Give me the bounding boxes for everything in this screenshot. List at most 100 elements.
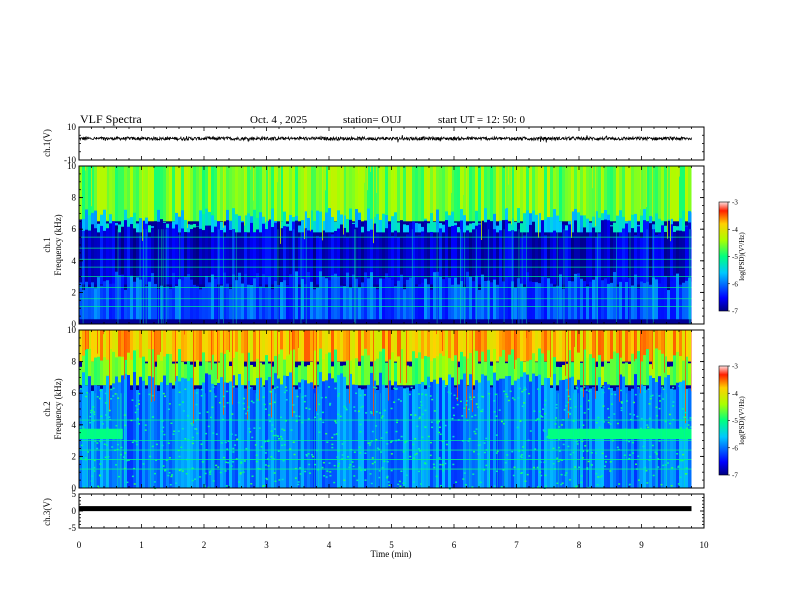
spectrogram-cell — [127, 352, 130, 386]
spectrogram-cell — [661, 225, 664, 285]
spectrogram-streak — [457, 330, 458, 402]
spectrogram-cell — [643, 283, 646, 320]
spectrogram-noise — [110, 398, 113, 400]
spectrogram-noise — [536, 466, 539, 469]
spectrogram-cell — [346, 272, 349, 320]
spectrogram-cell — [526, 374, 529, 488]
spectrogram-cell — [349, 166, 352, 222]
spectrogram-noise — [85, 395, 88, 398]
spectrogram-noise — [100, 415, 103, 417]
spectrogram-noise — [163, 395, 166, 398]
spectrogram-cell — [247, 284, 250, 320]
spectrogram-noise — [421, 413, 424, 416]
spectrogram-streak — [634, 330, 635, 362]
spectrogram-cell — [517, 208, 520, 233]
spectrogram-cell — [427, 166, 430, 222]
spectrogram-noise — [283, 391, 286, 394]
spectrogram-cell — [310, 229, 313, 285]
spectrogram-cell — [220, 330, 223, 362]
spectrogram-cell — [580, 330, 583, 362]
spectrogram-noise — [351, 461, 354, 463]
spectrogram-cell — [448, 330, 451, 362]
spectrogram-streak — [442, 330, 443, 351]
spectrogram-cell — [586, 236, 589, 285]
spectrogram-cell — [334, 273, 337, 320]
spectrogram-streak — [511, 166, 512, 225]
spectrogram-cell — [460, 330, 463, 362]
spectrogram-cell — [85, 349, 88, 386]
spectrogram-cell — [412, 221, 415, 285]
spectrogram-streak — [466, 166, 467, 221]
spectrogram-streak — [640, 330, 641, 394]
spectrogram-cell — [634, 235, 637, 285]
spectrogram-cell — [475, 350, 478, 386]
spectrogram-cell — [187, 232, 190, 285]
spectrogram-cell — [487, 330, 490, 362]
spectrogram-cell — [505, 363, 508, 386]
spectrogram-noise — [393, 387, 396, 390]
spectrogram-noise — [131, 475, 134, 478]
spectrogram-cell — [448, 166, 451, 222]
spectrogram-streak — [376, 166, 377, 193]
spectrogram-cell — [517, 166, 520, 222]
spectrogram-cell — [679, 230, 682, 285]
spectrogram-cell — [259, 166, 262, 222]
spectrogram-cell — [199, 389, 202, 488]
spectrogram-cell — [286, 226, 289, 285]
spectrogram-cell — [226, 283, 229, 320]
spectrogram-cell — [187, 274, 190, 320]
spectrogram-noise — [409, 455, 412, 458]
spectrogram-cell — [262, 274, 265, 320]
spectrogram-noise — [672, 418, 675, 421]
spectrogram-noise — [151, 394, 154, 397]
spectrogram-noise — [439, 433, 442, 436]
spectrogram-cell — [214, 330, 217, 362]
spectrogram-cell — [670, 366, 673, 386]
spectrogram-cell — [364, 166, 367, 222]
spectrogram-cell — [304, 166, 307, 222]
spectrogram-noise — [657, 458, 660, 460]
spectrogram-cell — [271, 388, 274, 488]
spectrogram-cell — [670, 166, 673, 222]
spectrogram-noise — [595, 452, 598, 454]
spectrogram-cell — [490, 166, 493, 222]
spectrogram-cell — [256, 378, 259, 488]
spectrogram-noise — [580, 389, 583, 391]
spectrogram-cell — [418, 383, 421, 488]
spectrogram-noise — [397, 483, 400, 486]
spectrogram-cell — [655, 330, 658, 362]
spectrogram-noise — [560, 473, 563, 476]
spectrogram-cell — [583, 215, 586, 233]
spectrogram-noise — [277, 437, 280, 440]
spectrogram-cell — [148, 281, 151, 320]
spectrogram-noise — [470, 398, 473, 401]
spectrogram-noise — [281, 438, 284, 440]
spectrogram-cell — [502, 330, 505, 362]
spectrogram-cell — [340, 373, 343, 488]
spectrogram-cell — [493, 166, 496, 222]
spectrogram-cell — [550, 232, 553, 285]
spectrogram-cell — [550, 166, 553, 222]
spectrogram-noise — [184, 438, 187, 440]
spectrogram-cell — [412, 276, 415, 320]
spectrogram-noise — [126, 481, 129, 484]
spectrogram-cell — [184, 276, 187, 320]
spectrogram-cell — [553, 209, 556, 233]
spectrogram-noise — [162, 426, 165, 429]
spectrogram-cell — [319, 211, 322, 233]
spectrogram-cell — [394, 230, 397, 285]
spectrogram-cell — [673, 231, 676, 285]
spectrogram-streak — [472, 330, 473, 412]
y-tick-label: 4 — [72, 256, 77, 266]
spectrogram-cell — [559, 166, 562, 222]
spectrogram-cell — [622, 363, 625, 386]
spectrogram-cell — [262, 330, 265, 362]
x-tick-label: 6 — [452, 540, 457, 550]
spectrogram-cell — [403, 361, 406, 386]
spectrogram-noise — [155, 459, 158, 461]
spectrogram-cell — [439, 223, 442, 233]
spectrogram-noise — [495, 470, 498, 473]
spectrogram-streak — [652, 330, 653, 370]
spectrogram-cell — [604, 219, 607, 285]
spectrogram-cell — [472, 330, 475, 362]
